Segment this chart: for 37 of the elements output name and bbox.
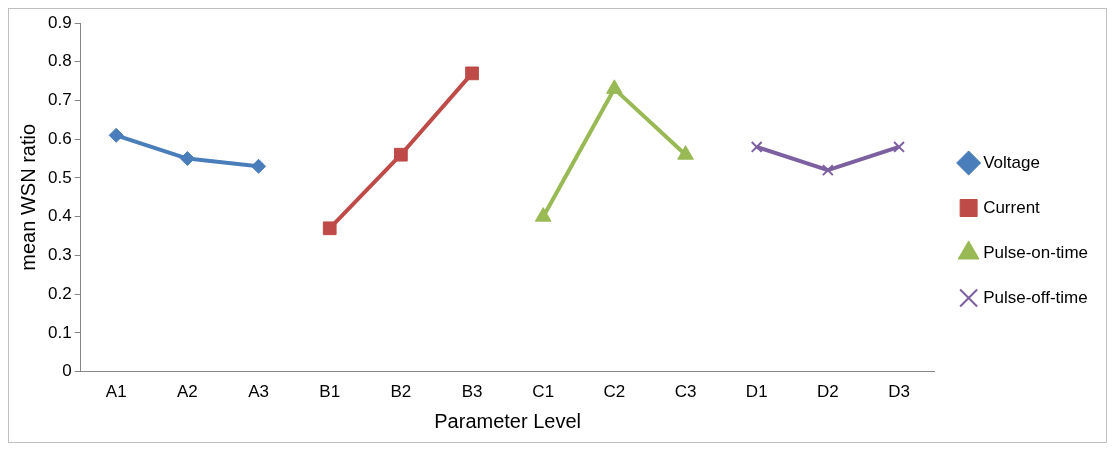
- x-tick-label: D3: [888, 382, 910, 402]
- point: [893, 141, 905, 153]
- y-axis-title: mean WSN ratio: [16, 123, 39, 271]
- x-tick-label: C2: [603, 382, 626, 402]
- y-tick-label: 0.5: [47, 167, 72, 187]
- legend-label: Voltage: [983, 152, 1040, 172]
- point: [322, 221, 337, 236]
- x-tick-label: B1: [319, 382, 341, 402]
- x-axis-title: Parameter Level: [434, 409, 582, 432]
- x-tick-label: B3: [461, 382, 483, 402]
- y-tick-label: 0.8: [47, 51, 72, 71]
- point: [465, 66, 479, 81]
- x-tick-label: D1: [745, 382, 768, 402]
- legend-label: Pulse-on-time: [983, 242, 1088, 262]
- x-tick-label: A1: [105, 382, 127, 402]
- legend-label: Current: [983, 197, 1041, 217]
- point: [394, 147, 408, 162]
- y-tick-label: 0.4: [47, 206, 72, 226]
- y-tick-label: 0.1: [47, 322, 72, 342]
- x-tick-label: A2: [176, 382, 198, 402]
- point: [821, 164, 834, 177]
- x-tick-label: D2: [817, 382, 839, 402]
- y-tick-label: 0: [62, 361, 72, 381]
- legend-label: Pulse-off-time: [983, 287, 1088, 307]
- x-tick-label: C1: [532, 382, 555, 402]
- x-tick-label: A3: [248, 382, 269, 402]
- x-tick-label: B2: [390, 382, 412, 402]
- point: [108, 127, 124, 143]
- y-tick-label: 0.9: [47, 12, 72, 32]
- x-tick-label: C3: [674, 382, 697, 402]
- point: [251, 158, 267, 174]
- y-tick-label: 0.6: [47, 128, 72, 148]
- y-tick-label: 0.7: [47, 90, 72, 110]
- y-tick-label: 0.2: [47, 283, 72, 303]
- y-tick-label: 0.3: [47, 245, 72, 265]
- point: [750, 141, 763, 153]
- point: [179, 151, 195, 167]
